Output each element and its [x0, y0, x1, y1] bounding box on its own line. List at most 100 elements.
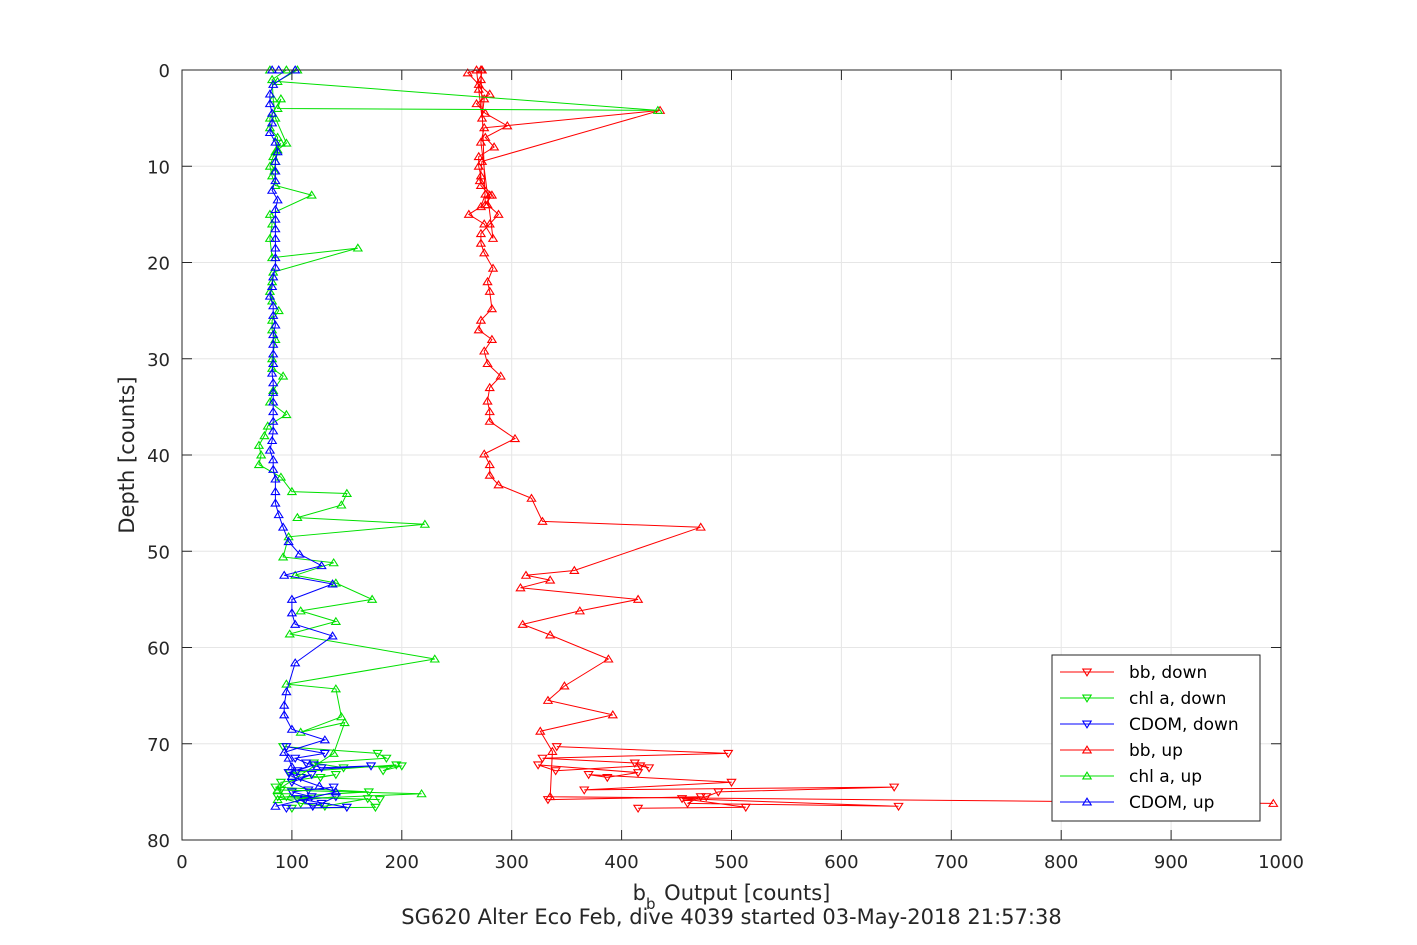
y-tick-label: 20	[147, 254, 170, 275]
data-point	[542, 695, 554, 704]
data-point	[547, 746, 558, 755]
data-point	[632, 594, 644, 603]
data-point	[713, 788, 724, 797]
data-point	[607, 710, 619, 719]
data-point	[480, 189, 491, 198]
data-point	[328, 557, 339, 567]
data-point	[475, 315, 487, 324]
data-point	[429, 654, 440, 663]
data-point	[544, 791, 556, 801]
legend-marker	[1081, 694, 1093, 703]
data-point	[268, 464, 279, 473]
data-point	[471, 98, 482, 108]
data-point	[484, 286, 495, 295]
data-point	[473, 79, 484, 88]
data-point	[268, 272, 279, 281]
data-point	[272, 146, 283, 156]
data-point	[480, 132, 491, 141]
data-point	[259, 430, 270, 440]
x-tick-label: 500	[714, 852, 748, 873]
data-point	[482, 396, 493, 405]
data-point	[277, 371, 289, 380]
data-point	[270, 156, 281, 165]
data-point	[255, 450, 267, 459]
legend-label: chl a, down	[1129, 689, 1226, 709]
data-point	[275, 138, 287, 147]
y-tick-label: 40	[147, 446, 170, 467]
data-point	[273, 509, 284, 519]
data-point	[482, 358, 493, 368]
data-point	[486, 190, 498, 199]
data-point	[493, 209, 504, 218]
legend-marker	[1081, 771, 1093, 780]
data-point	[482, 276, 493, 286]
data-point	[476, 156, 488, 165]
data-point	[268, 406, 279, 416]
x-axis-label-subscript: b	[646, 895, 656, 913]
data-point	[286, 762, 298, 771]
series-cdom-up	[264, 65, 342, 810]
data-point	[475, 180, 487, 189]
data-point	[473, 151, 484, 161]
data-point	[602, 773, 613, 783]
data-point	[281, 793, 292, 802]
y-axis-label: Depth [counts]	[115, 376, 139, 533]
legend-marker	[1081, 720, 1093, 729]
data-point	[270, 243, 281, 252]
data-point	[264, 233, 276, 242]
ticks: 0 100 200 300 400 500 600 700 800 900 1000 0 10 20 30 4…	[147, 61, 1304, 873]
data-point	[272, 785, 283, 794]
data-point	[327, 631, 338, 640]
data-point	[264, 161, 276, 170]
data-point	[266, 435, 278, 445]
data-point	[473, 325, 484, 334]
data-point	[277, 552, 289, 561]
data-point	[328, 748, 339, 757]
legend-item: bb, up	[1060, 741, 1183, 761]
data-point	[336, 711, 347, 721]
data-point	[632, 804, 644, 814]
data-point	[509, 433, 521, 443]
data-point	[268, 358, 279, 368]
data-point	[270, 214, 281, 223]
data-point	[484, 406, 495, 416]
legend-label: bb, up	[1129, 741, 1183, 761]
data-point	[574, 606, 586, 615]
data-point	[270, 137, 281, 146]
data-point	[270, 223, 281, 233]
data-point	[264, 291, 276, 300]
y-tick-label: 0	[159, 61, 170, 82]
data-point	[286, 771, 298, 780]
data-point	[526, 493, 537, 502]
x-tick-label: 400	[604, 852, 638, 873]
data-point	[268, 387, 279, 396]
data-point	[479, 449, 490, 458]
data-point	[473, 84, 484, 93]
data-point	[473, 161, 484, 170]
data-point	[270, 783, 281, 792]
data-point	[306, 771, 317, 780]
data-point	[266, 281, 278, 291]
data-point	[270, 474, 281, 483]
data-point	[336, 500, 347, 509]
data-point	[396, 762, 407, 771]
data-point	[268, 397, 279, 406]
data-point	[286, 486, 298, 496]
data-point	[264, 127, 276, 137]
data-point	[268, 339, 279, 348]
data-point	[253, 459, 265, 469]
data-point	[270, 801, 281, 810]
data-point	[652, 105, 664, 114]
data-point	[475, 228, 487, 238]
data-point	[270, 180, 281, 189]
y-tick-label: 30	[147, 350, 170, 371]
data-point	[579, 786, 590, 795]
data-point	[283, 753, 294, 762]
data-point	[479, 248, 490, 257]
y-tick-label: 80	[147, 831, 170, 852]
y-tick-label: 60	[147, 639, 170, 660]
data-point	[484, 459, 495, 469]
data-point	[341, 803, 353, 813]
data-point	[279, 570, 290, 579]
